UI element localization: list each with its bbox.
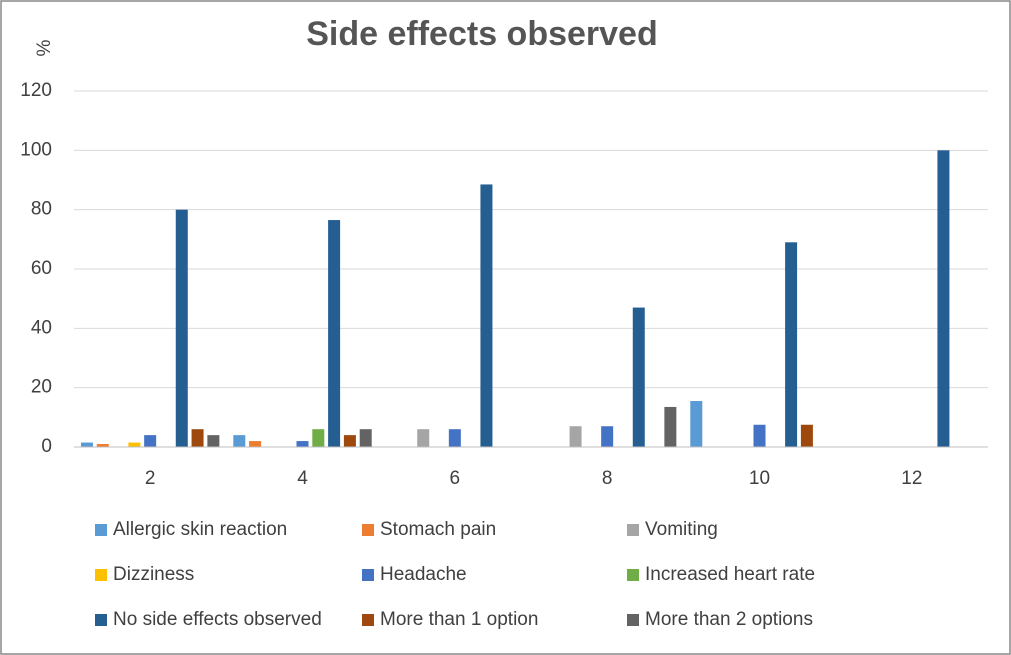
bar bbox=[144, 435, 157, 447]
bar bbox=[249, 441, 262, 447]
bar bbox=[800, 424, 813, 447]
bar bbox=[207, 435, 220, 447]
legend-text: No side effects observed bbox=[113, 609, 322, 630]
x-tick-label: 12 bbox=[901, 468, 922, 489]
legend-text: Dizziness bbox=[113, 564, 194, 585]
bar bbox=[343, 435, 356, 447]
legend-swatch bbox=[627, 614, 639, 626]
bar bbox=[664, 406, 677, 447]
y-tick-label: 40 bbox=[31, 317, 52, 338]
y-axis-label: % bbox=[34, 39, 55, 56]
legend-swatch bbox=[95, 524, 107, 536]
bar bbox=[312, 429, 325, 447]
bar bbox=[690, 401, 703, 447]
bar bbox=[937, 150, 950, 448]
chart-title: Side effects observed bbox=[306, 15, 657, 53]
bar bbox=[359, 429, 372, 447]
bar bbox=[328, 220, 341, 447]
x-tick-label: 6 bbox=[450, 468, 461, 489]
legend-text: Headache bbox=[380, 564, 467, 585]
x-tick-label: 8 bbox=[602, 468, 613, 489]
x-tick-label: 2 bbox=[145, 468, 156, 489]
legend-text: Increased heart rate bbox=[645, 564, 815, 585]
bar bbox=[785, 242, 798, 447]
legend-text: More than 2 options bbox=[645, 609, 813, 630]
legend-swatch bbox=[95, 569, 107, 581]
bar bbox=[417, 429, 430, 447]
legend-text: Stomach pain bbox=[380, 519, 496, 540]
legend-swatch bbox=[362, 569, 374, 581]
legend-swatch bbox=[362, 524, 374, 536]
bar bbox=[448, 429, 461, 447]
bar bbox=[96, 444, 109, 447]
bar bbox=[80, 442, 93, 447]
legend-swatch bbox=[362, 614, 374, 626]
legend-text: Allergic skin reaction bbox=[113, 519, 287, 540]
legend-text: More than 1 option bbox=[380, 609, 538, 630]
bar bbox=[191, 429, 204, 447]
bar bbox=[601, 426, 614, 447]
bar bbox=[128, 442, 141, 447]
bar bbox=[233, 435, 246, 447]
y-tick-label: 120 bbox=[20, 80, 52, 101]
x-tick-label: 10 bbox=[749, 468, 770, 489]
legend-swatch bbox=[627, 569, 639, 581]
legend-text: Vomiting bbox=[645, 519, 718, 540]
bar bbox=[569, 426, 582, 447]
bar bbox=[753, 424, 766, 447]
bar bbox=[296, 441, 309, 447]
x-tick-label: 4 bbox=[297, 468, 308, 489]
y-tick-label: 100 bbox=[20, 139, 52, 160]
y-tick-label: 80 bbox=[31, 199, 52, 220]
bar bbox=[480, 184, 493, 447]
y-tick-label: 20 bbox=[31, 377, 52, 398]
bar bbox=[632, 307, 645, 447]
legend-swatch bbox=[95, 614, 107, 626]
bar bbox=[175, 209, 188, 447]
y-tick-label: 0 bbox=[41, 436, 52, 457]
y-tick-label: 60 bbox=[31, 258, 52, 279]
legend-swatch bbox=[627, 524, 639, 536]
